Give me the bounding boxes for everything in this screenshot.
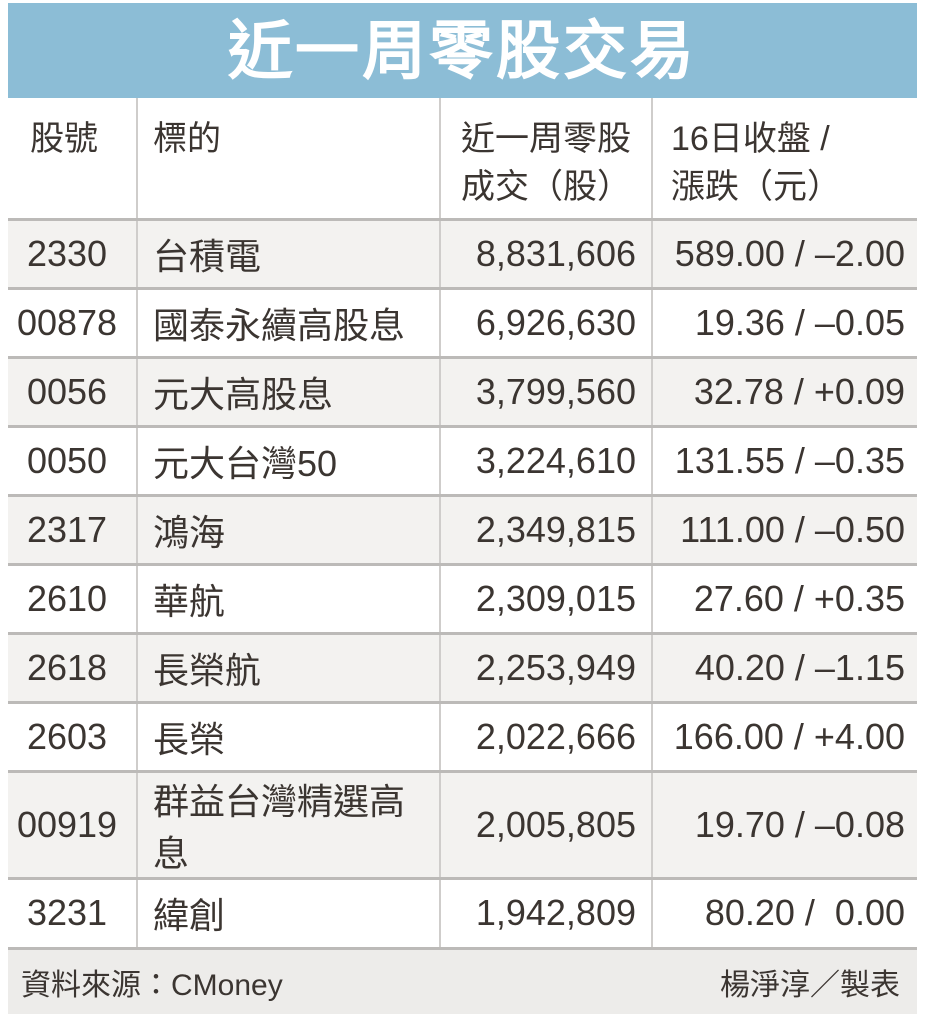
stock-name-cell: 鴻海 bbox=[137, 495, 441, 564]
close-change-cell: 131.55 / –0.35 bbox=[674, 439, 905, 481]
source-label: 資料來源：CMoney bbox=[21, 969, 283, 1002]
stock-name-cell: 國泰永續高股息 bbox=[137, 288, 441, 357]
close-change-cell: 80.20 / 0.00 bbox=[704, 892, 905, 934]
stock-name-cell: 群益台灣精選高息 bbox=[137, 771, 441, 878]
volume-cell: 2,022,666 bbox=[440, 702, 653, 771]
page-title: 近一周零股交易 bbox=[228, 14, 697, 87]
volume-cell: 2,253,949 bbox=[440, 633, 653, 702]
volume-cell: 2,309,015 bbox=[440, 564, 653, 633]
stock-code-cell: 2618 bbox=[8, 633, 138, 702]
table-body: 2330 台積電 8,831,606 589.00 / –2.00 00878 國泰永續高… bbox=[8, 219, 917, 947]
close-change-cell: 27.60 / +0.35 bbox=[693, 577, 905, 619]
stock-name-cell: 元大台灣50 bbox=[137, 426, 441, 495]
close-change-cell: 19.70 / –0.08 bbox=[694, 803, 905, 845]
table-row: 00878 國泰永續高股息 6,926,630 19.36 / –0.05 bbox=[8, 288, 917, 357]
volume-cell: 2,005,805 bbox=[440, 771, 653, 878]
stock-name-cell: 台積電 bbox=[137, 219, 441, 288]
stock-code-cell: 2317 bbox=[8, 495, 138, 564]
stock-code-cell: 00878 bbox=[8, 288, 138, 357]
stock-code-cell: 0050 bbox=[8, 426, 138, 495]
table-row: 2618 長榮航 2,253,949 40.20 / –1.15 bbox=[8, 633, 917, 702]
stock-name-cell: 元大高股息 bbox=[137, 357, 441, 426]
stock-code-cell: 00919 bbox=[8, 771, 138, 878]
table-row: 00919 群益台灣精選高息 2,005,805 19.70 / –0.08 bbox=[8, 771, 917, 878]
close-change-cell: 166.00 / +4.00 bbox=[673, 715, 905, 757]
volume-cell: 8,831,606 bbox=[440, 219, 653, 288]
table-row: 2603 長榮 2,022,666 166.00 / +4.00 bbox=[8, 702, 917, 771]
header-row: 股號 標的 近一周零股 成交（股） 16日收盤 / 漲跌（元） bbox=[8, 98, 917, 221]
stock-name-cell: 長榮航 bbox=[137, 633, 441, 702]
stock-table: 股號 標的 近一周零股 成交（股） 16日收盤 / 漲跌（元） 2330 台積電 8… bbox=[8, 98, 917, 947]
stock-code-cell: 2330 bbox=[8, 219, 138, 288]
stock-code-cell: 2610 bbox=[8, 564, 138, 633]
close-change-cell: 589.00 / –2.00 bbox=[674, 232, 905, 274]
credit-label: 楊淨淳／製表 bbox=[720, 969, 900, 1002]
volume-cell: 3,799,560 bbox=[440, 357, 653, 426]
volume-cell: 3,224,610 bbox=[440, 426, 653, 495]
col-header-close-change: 16日收盤 / 漲跌（元） bbox=[652, 98, 917, 221]
table-row: 0056 元大高股息 3,799,560 32.78 / +0.09 bbox=[8, 357, 917, 426]
stock-name-cell: 長榮 bbox=[137, 702, 441, 771]
close-change-cell: 19.36 / –0.05 bbox=[694, 301, 905, 343]
close-change-cell: 32.78 / +0.09 bbox=[693, 370, 905, 412]
volume-cell: 6,926,630 bbox=[440, 288, 653, 357]
col-header-stock-name: 標的 bbox=[137, 98, 441, 221]
table-row: 2330 台積電 8,831,606 589.00 / –2.00 bbox=[8, 219, 917, 288]
close-change-cell: 111.00 / –0.50 bbox=[680, 508, 905, 550]
stock-code-cell: 0056 bbox=[8, 357, 138, 426]
stock-code-cell: 2603 bbox=[8, 702, 138, 771]
table-row: 2317 鴻海 2,349,815 111.00 / –0.50 bbox=[8, 495, 917, 564]
col-header-volume: 近一周零股 成交（股） bbox=[440, 98, 653, 221]
volume-cell: 2,349,815 bbox=[440, 495, 653, 564]
table-row: 0050 元大台灣50 3,224,610 131.55 / –0.35 bbox=[8, 426, 917, 495]
table-row: 3231 緯創 1,942,809 80.20 / 0.00 bbox=[8, 878, 917, 947]
col-header-stock-code: 股號 bbox=[8, 98, 138, 221]
close-change-cell: 40.20 / –1.15 bbox=[694, 646, 905, 688]
table-row: 2610 華航 2,309,015 27.60 / +0.35 bbox=[8, 564, 917, 633]
volume-cell: 1,942,809 bbox=[440, 878, 653, 947]
stock-code-cell: 3231 bbox=[8, 878, 138, 947]
title-bar: 近一周零股交易 bbox=[8, 3, 917, 98]
stock-name-cell: 緯創 bbox=[137, 878, 441, 947]
stock-name-cell: 華航 bbox=[137, 564, 441, 633]
table-footer: 資料來源：CMoney 楊淨淳／製表 bbox=[8, 947, 917, 1014]
